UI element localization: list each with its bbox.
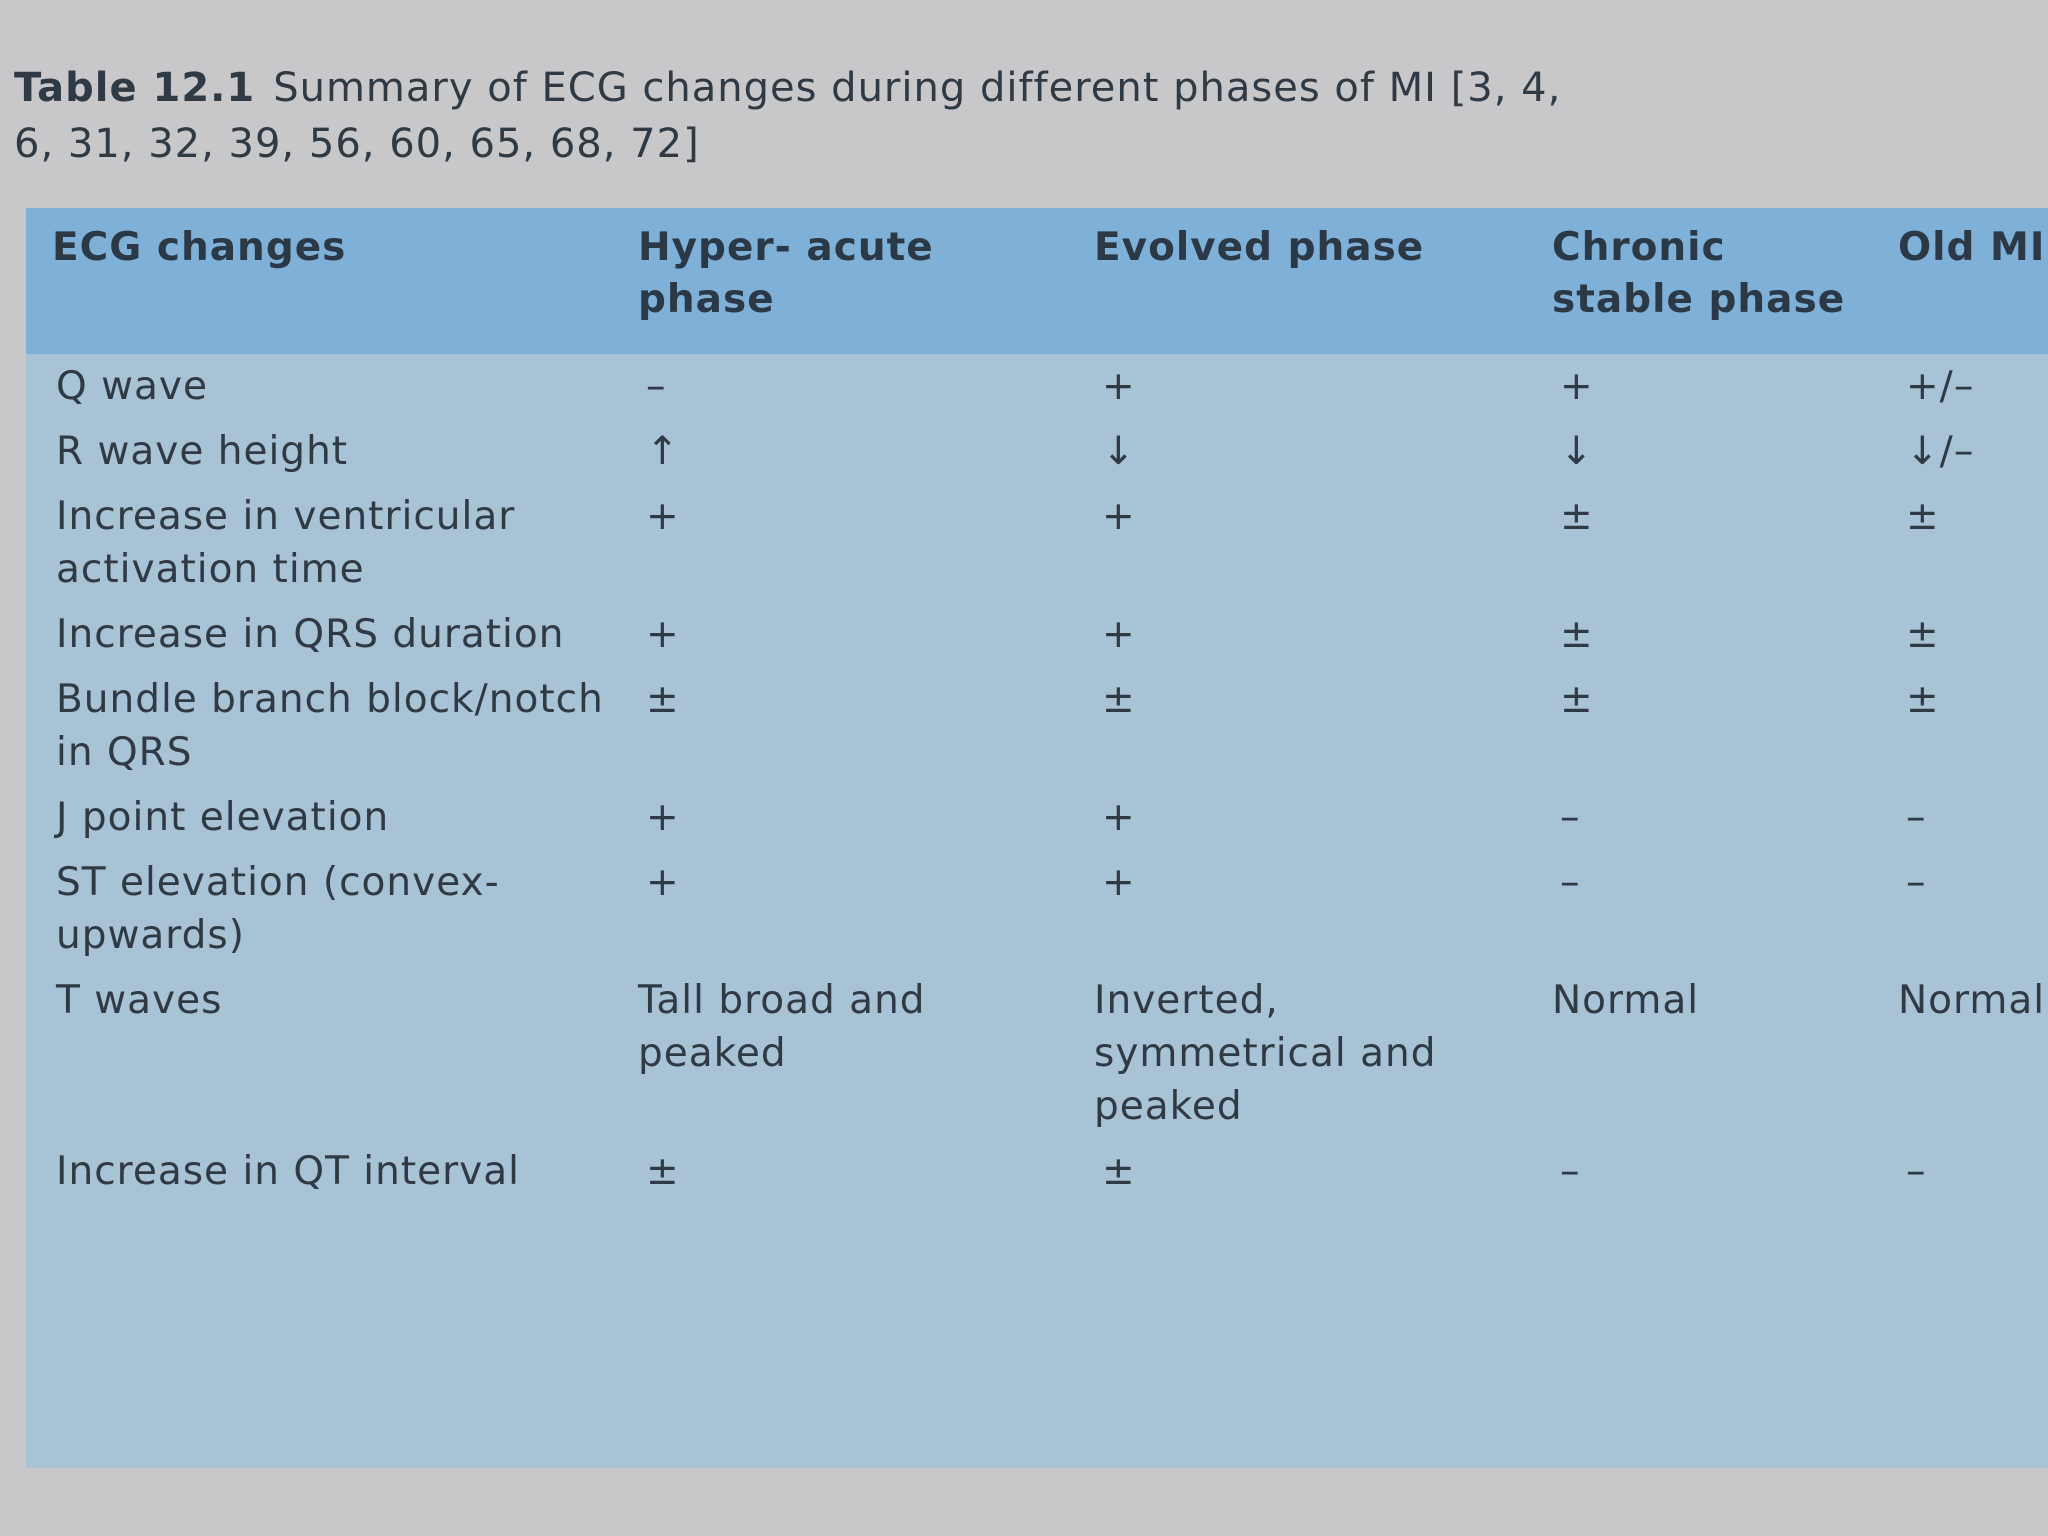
table-cell: ±: [1102, 1149, 1136, 1194]
table-head: ECG changes Hyper- acute phase Evolved pha…: [26, 208, 2048, 354]
row-label: Q wave: [56, 364, 208, 409]
table: ECG changes Hyper- acute phase Evolved pha…: [26, 208, 2048, 1204]
table-cell: Inverted, symmetrical and peaked: [1094, 978, 1437, 1129]
table-cell: –: [646, 364, 667, 409]
table-cell: ±: [1560, 612, 1594, 657]
caption-line: 6, 31, 32, 39, 56, 60, 65, 68, 72]: [14, 121, 700, 167]
table-cell: –: [1560, 860, 1581, 905]
table-cell: ±: [646, 677, 680, 722]
row-label: Bundle branch block/notch in QRS: [56, 677, 604, 775]
row-label: ST elevation (convex-upwards): [56, 860, 500, 958]
table-row: ST elevation (convex-upwards) + + – –: [26, 850, 2048, 968]
table-cell: –: [1906, 860, 1927, 905]
header-cell: ECG changes: [52, 225, 347, 270]
table-cell: +: [646, 860, 680, 905]
table-cell: –: [1906, 795, 1927, 840]
header-cell: Chronic stable phase: [1552, 225, 1846, 322]
table-cell: ±: [1560, 677, 1594, 722]
table-cell: +: [1560, 364, 1594, 409]
table-cell: +: [1102, 612, 1136, 657]
table-cell: ±: [646, 1149, 680, 1194]
table-cell: +: [646, 494, 680, 539]
header-cell: Old MI: [1898, 225, 2046, 270]
table-cell: ±: [1906, 612, 1940, 657]
header-row: ECG changes Hyper- acute phase Evolved pha…: [26, 208, 2048, 354]
row-label: Increase in ventricular activation time: [56, 494, 516, 592]
row-label: Increase in QT interval: [56, 1149, 520, 1194]
caption-label: Table 12.1: [14, 65, 256, 111]
table-body: Q wave – + + +/– R wave height ↑ ↓ ↓ ↓/– Increase …: [26, 354, 2048, 1204]
table-cell: ±: [1906, 494, 1940, 539]
table-row: T waves Tall broad and peaked Inverted, sy…: [26, 968, 2048, 1139]
caption-line: Table 12.1 Summary of ECG changes during …: [14, 60, 2034, 116]
table-cell: ↓: [1102, 429, 1136, 474]
table-panel: ECG changes Hyper- acute phase Evolved pha…: [26, 208, 2048, 1468]
table-row: Increase in QT interval ± ± – –: [26, 1139, 2048, 1204]
row-label: Increase in QRS duration: [56, 612, 565, 657]
row-label: J point elevation: [56, 795, 390, 840]
table-cell: –: [1906, 1149, 1927, 1194]
table-row: J point elevation + + – –: [26, 785, 2048, 850]
header-cell: Hyper- acute phase: [638, 225, 934, 322]
table-cell: +/–: [1906, 364, 1975, 409]
table-row: R wave height ↑ ↓ ↓ ↓/–: [26, 419, 2048, 484]
table-cell: +: [1102, 364, 1136, 409]
table-row: Bundle branch block/notch in QRS ± ± ± ±: [26, 667, 2048, 785]
table-cell: +: [1102, 795, 1136, 840]
table-row: Q wave – + + +/–: [26, 354, 2048, 419]
table-cell: +: [1102, 860, 1136, 905]
table-cell: Normal: [1898, 978, 2046, 1023]
table-cell: ↑: [646, 429, 680, 474]
table-cell: –: [1560, 795, 1581, 840]
row-label: R wave height: [56, 429, 349, 474]
row-label: T waves: [56, 978, 223, 1023]
table-cell: ±: [1102, 677, 1136, 722]
table-cell: +: [646, 795, 680, 840]
caption: Table 12.1 Summary of ECG changes during …: [14, 60, 2034, 172]
table-cell: ↓: [1560, 429, 1594, 474]
table-cell: ↓/–: [1906, 429, 1975, 474]
header-cell: Evolved phase: [1094, 225, 1425, 270]
table-row: Increase in ventricular activation time +…: [26, 484, 2048, 602]
table-cell: +: [1102, 494, 1136, 539]
table-row: Increase in QRS duration + + ± ±: [26, 602, 2048, 667]
table-cell: ±: [1906, 677, 1940, 722]
caption-text: Summary of ECG changes during different …: [273, 65, 1562, 111]
table-cell: –: [1560, 1149, 1581, 1194]
table-cell: Tall broad and peaked: [638, 978, 926, 1076]
table-cell: +: [646, 612, 680, 657]
table-cell: Normal: [1552, 978, 1700, 1023]
table-cell: ±: [1560, 494, 1594, 539]
